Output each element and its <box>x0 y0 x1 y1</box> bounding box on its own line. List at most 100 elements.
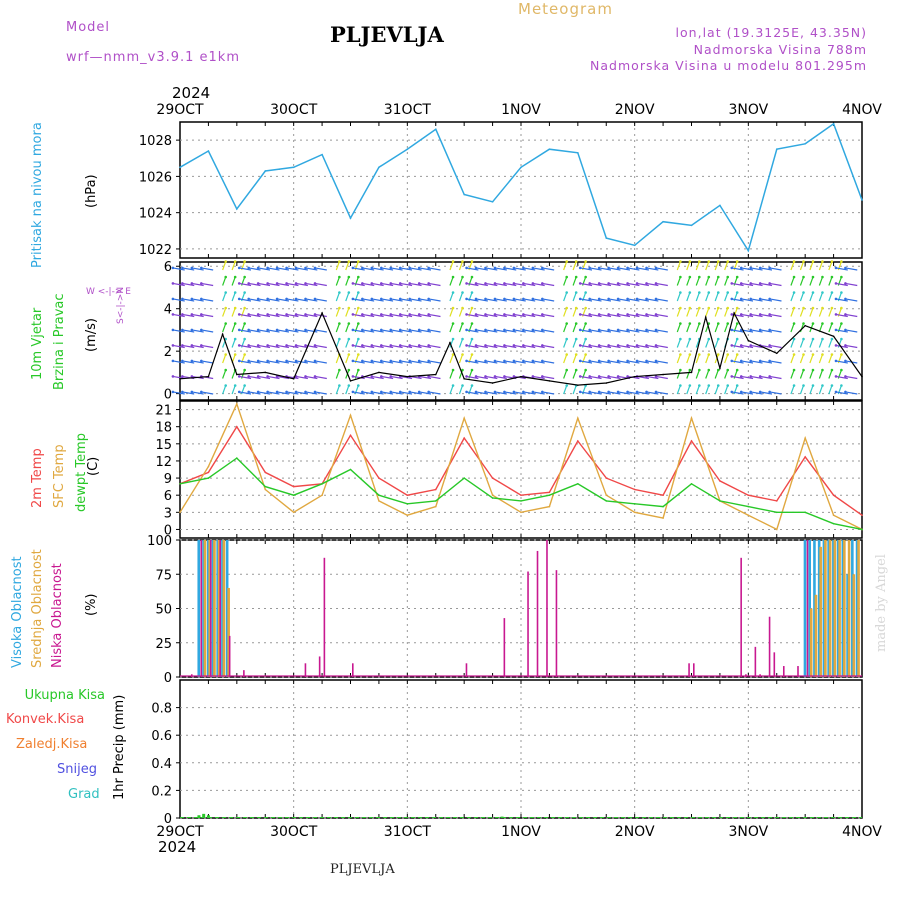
wind-arrow <box>419 282 432 287</box>
date-tick-bottom: 29OCT <box>156 824 204 840</box>
wind-arrow <box>409 282 422 287</box>
wind-speed-line-point <box>179 377 181 380</box>
wind-speed-line-point <box>463 377 465 380</box>
wind-arrow-head <box>224 291 228 294</box>
wind-arrow-head <box>347 368 351 372</box>
temp-line-0-point <box>719 480 721 482</box>
temp-line-2-point <box>349 468 352 471</box>
wind-arrow-head <box>285 390 288 394</box>
wind-arrow <box>523 329 536 333</box>
wind-arrow-head <box>171 344 175 347</box>
wind-arrow-head <box>758 266 762 270</box>
wind-arrow-head <box>844 375 847 378</box>
wind-arrow <box>627 267 640 271</box>
wind-arrow <box>686 276 691 286</box>
wind-arrow <box>513 391 526 395</box>
y-tick-label: 9 <box>164 472 172 487</box>
wind-arrow-head <box>840 322 843 325</box>
wind-arrow-head <box>408 390 412 394</box>
wind-arrow-head <box>493 390 497 394</box>
wind-arrow-head <box>541 390 544 394</box>
wind-arrow-head <box>844 390 847 394</box>
wind-arrow-head <box>304 313 307 316</box>
wind-arrow-head <box>474 375 478 378</box>
y-tick-label: 0 <box>164 671 172 686</box>
cloud-bar-0 <box>206 540 210 677</box>
wind-arrow <box>295 391 308 395</box>
wind-arrow-head <box>739 344 743 347</box>
wind-arrow <box>248 267 261 271</box>
wind-arrow <box>589 344 602 349</box>
temp-line-1-point <box>832 514 835 516</box>
wind-arrow <box>295 344 308 349</box>
wind-arrow <box>741 282 754 287</box>
wind-arrow-head <box>233 275 237 279</box>
wind-arrow <box>314 391 327 395</box>
wind-arrow-head <box>237 390 241 394</box>
wind-arrow-head <box>654 297 658 301</box>
wind-arrow-head <box>224 384 228 387</box>
wind-arrow-head <box>461 353 464 356</box>
wind-arrow-head <box>461 384 464 387</box>
wind-arrow <box>750 329 763 333</box>
wind-arrow-head <box>233 260 237 263</box>
wind-arrow <box>636 344 649 349</box>
wind-arrow <box>760 375 773 380</box>
wind-arrow <box>449 292 454 302</box>
wind-arrow-head <box>465 282 468 285</box>
wind-arrow-head <box>338 275 341 279</box>
y-tick-label: 0 <box>164 812 172 827</box>
wind-arrow <box>258 375 271 380</box>
wind-arrow-head <box>821 306 824 310</box>
wind-arrow-head <box>616 328 620 332</box>
wind-arrow-head <box>578 266 582 270</box>
pressure-line-point <box>577 152 579 154</box>
wind-arrow <box>475 329 488 333</box>
wind-arrow-head <box>285 328 288 332</box>
wind-arrow-head <box>370 375 374 378</box>
wind-arrow-head <box>840 353 843 356</box>
wind-arrow-head <box>758 390 762 394</box>
wind-arrow <box>714 385 719 395</box>
wind-arrow <box>286 282 299 287</box>
wind-arrow-head <box>347 353 351 356</box>
legend-frz-precip: Zaledj.Kisa <box>16 737 88 752</box>
wind-arrow-head <box>768 282 771 285</box>
wind-arrow <box>314 329 327 333</box>
wind-arrow-head <box>247 390 250 394</box>
wind-arrow-head <box>294 313 298 316</box>
wind-arrow <box>409 298 422 302</box>
wind-arrow-head <box>484 266 487 270</box>
temp-line-0-point <box>349 434 352 437</box>
wind-arrow <box>277 298 290 302</box>
wind-arrow <box>277 282 290 287</box>
wind-arrow-head <box>361 344 364 347</box>
wind-arrow <box>845 329 858 333</box>
wind-arrow <box>714 261 719 271</box>
cloud-bar-0 <box>822 540 826 677</box>
wind-arrow <box>845 267 858 271</box>
wind-arrow <box>248 344 261 349</box>
wind-arrow <box>731 360 744 364</box>
wind-arrow <box>646 375 659 380</box>
wind-arrow <box>705 385 710 395</box>
wind-arrow-head <box>616 297 620 301</box>
cloud-bar-2 <box>754 646 757 677</box>
wind-arrow-head <box>688 337 692 341</box>
wind-arrow <box>695 292 700 302</box>
wind-arrow-head <box>840 275 843 279</box>
wind-arrow-head <box>503 282 506 285</box>
cloud-bar-0 <box>211 540 215 677</box>
wind-arrow <box>494 313 507 318</box>
wind-arrow-head <box>584 260 587 263</box>
wind-arrow-head <box>313 266 317 270</box>
wind-arrow <box>485 360 498 364</box>
wind-arrow <box>769 313 782 318</box>
wind-arrow-head <box>588 390 591 394</box>
wind-arrow <box>714 323 719 333</box>
wind-arrow-head <box>493 359 497 363</box>
wind-arrow-head <box>758 297 762 301</box>
wind-arrow <box>572 385 577 395</box>
wind-speed-line-point <box>236 373 238 376</box>
wind-arrow <box>248 282 261 287</box>
